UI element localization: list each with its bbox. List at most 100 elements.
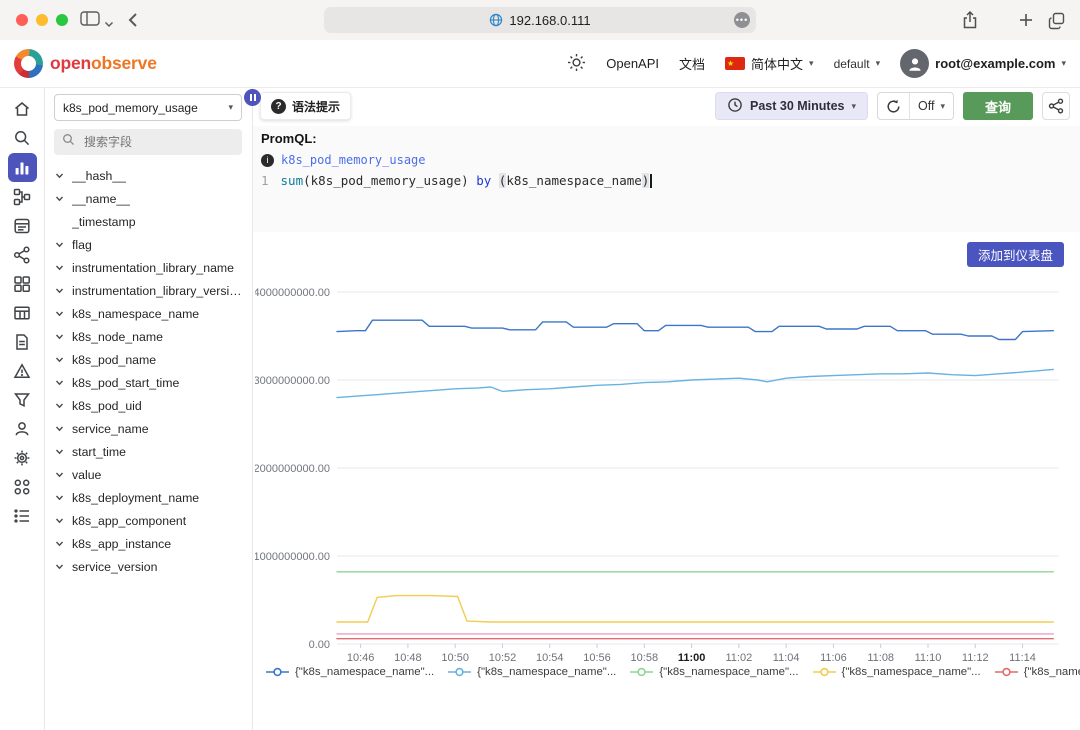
field-row[interactable]: k8s_pod_uid bbox=[45, 394, 252, 417]
collapse-fields-button[interactable] bbox=[244, 89, 261, 106]
metrics-chart[interactable]: 0.00 1000000000.00 2000000000.00 3000000000… bbox=[254, 284, 1075, 664]
logo-text: openobserve bbox=[50, 53, 157, 73]
field-label: flag bbox=[72, 237, 92, 252]
legend-item[interactable]: {"k8s_namespace_name"... bbox=[447, 666, 616, 678]
nav-iam-icon[interactable] bbox=[8, 415, 37, 443]
field-label: value bbox=[72, 467, 102, 482]
legend-label: {"k8s_namespace_name"... bbox=[841, 666, 981, 678]
nav-menu-icon[interactable] bbox=[8, 502, 37, 530]
svg-text:11:08: 11:08 bbox=[867, 652, 894, 664]
field-row[interactable]: start_time bbox=[45, 440, 252, 463]
nav-functions-icon[interactable] bbox=[8, 386, 37, 414]
nav-search-icon[interactable] bbox=[8, 124, 37, 152]
field-row[interactable]: __name__ bbox=[45, 187, 252, 210]
field-row[interactable]: __hash__ bbox=[45, 164, 252, 187]
legend-item[interactable]: {"k8s_namespace_name bbox=[994, 666, 1080, 678]
language-selector[interactable]: ★ 简体中文 ▾ bbox=[725, 57, 814, 72]
autocomplete-suggestion[interactable]: i k8s_pod_memory_usage bbox=[261, 153, 426, 167]
add-to-dashboard-button[interactable]: 添加到仪表盘 bbox=[966, 242, 1064, 267]
minimize-window-button[interactable] bbox=[36, 14, 48, 26]
field-label: instrumentation_library_version bbox=[72, 283, 242, 298]
legend-item[interactable]: {"k8s_namespace_name"... bbox=[265, 666, 434, 678]
page-options-icon[interactable]: ••• bbox=[734, 12, 750, 28]
openapi-link[interactable]: OpenAPI bbox=[606, 56, 660, 71]
field-search-input[interactable] bbox=[82, 134, 234, 150]
field-row[interactable]: k8s_pod_name bbox=[45, 348, 252, 371]
chevron-down-icon bbox=[55, 242, 64, 248]
field-row[interactable]: flag bbox=[45, 233, 252, 256]
chevron-down-icon bbox=[55, 288, 64, 294]
run-query-button[interactable]: 查询 bbox=[963, 92, 1033, 120]
chevron-down-icon bbox=[55, 357, 64, 363]
nav-table-icon[interactable] bbox=[8, 299, 37, 327]
chart-legend: {"k8s_namespace_name"... {"k8s_namespace_… bbox=[265, 666, 1080, 678]
chevron-down-icon: ▾ bbox=[851, 100, 857, 111]
field-row[interactable]: _timestamp bbox=[45, 210, 252, 233]
stream-select[interactable]: k8s_pod_memory_usage ▾ bbox=[54, 94, 242, 121]
refresh-button[interactable] bbox=[878, 93, 909, 119]
field-row[interactable]: service_version bbox=[45, 555, 252, 578]
nav-integrations-icon[interactable] bbox=[8, 473, 37, 501]
field-row[interactable]: k8s_pod_start_time bbox=[45, 371, 252, 394]
field-label: __hash__ bbox=[72, 168, 127, 183]
chevron-down-icon bbox=[55, 334, 64, 340]
zoom-window-button[interactable] bbox=[56, 14, 68, 26]
legend-item[interactable]: {"k8s_namespace_name"... bbox=[629, 666, 799, 678]
svg-text:10:50: 10:50 bbox=[441, 652, 469, 664]
question-icon: ? bbox=[271, 98, 286, 114]
field-label: service_name bbox=[72, 421, 149, 436]
legend-item[interactable]: {"k8s_namespace_name"... bbox=[812, 666, 981, 678]
nav-alerts-icon[interactable] bbox=[8, 357, 37, 385]
time-range-button[interactable]: Past 30 Minutes ▾ bbox=[715, 92, 869, 120]
chevron-down-icon bbox=[55, 265, 64, 271]
nav-metrics-icon[interactable] bbox=[7, 153, 37, 182]
nav-traces-icon[interactable] bbox=[8, 241, 37, 269]
user-menu[interactable]: root@example.com ▾ bbox=[900, 49, 1066, 78]
field-search[interactable] bbox=[54, 129, 242, 155]
theme-toggle-sun-icon[interactable] bbox=[567, 53, 586, 75]
field-row[interactable]: instrumentation_library_name bbox=[45, 256, 252, 279]
docs-link[interactable]: 文档 bbox=[679, 57, 706, 72]
search-icon bbox=[62, 133, 75, 151]
nav-pipelines-icon[interactable] bbox=[8, 183, 37, 211]
sidebar-toggle-icon[interactable] bbox=[80, 10, 100, 32]
refresh-interval-select[interactable]: Off ▾ bbox=[909, 93, 953, 119]
chevron-down-icon bbox=[55, 403, 64, 409]
svg-text:10:46: 10:46 bbox=[347, 652, 375, 664]
chevron-down-icon: ▾ bbox=[809, 58, 814, 68]
nav-reports-icon[interactable] bbox=[8, 328, 37, 356]
share-link-button[interactable] bbox=[1042, 92, 1070, 120]
legend-marker-icon bbox=[266, 667, 289, 677]
field-row[interactable]: k8s_namespace_name bbox=[45, 302, 252, 325]
field-row[interactable]: k8s_app_instance bbox=[45, 532, 252, 555]
legend-marker-icon bbox=[812, 667, 836, 677]
field-row[interactable]: service_name bbox=[45, 417, 252, 440]
tab-overview-icon[interactable] bbox=[1047, 11, 1066, 35]
field-row[interactable]: value bbox=[45, 463, 252, 486]
nav-home-icon[interactable] bbox=[8, 95, 37, 123]
sidebar-chevron-icon[interactable] bbox=[104, 15, 114, 33]
nav-streams-icon[interactable] bbox=[8, 212, 37, 240]
promql-code-line[interactable]: 1 sum(k8s_pod_memory_usage) by (k8s_names… bbox=[261, 173, 652, 188]
close-window-button[interactable] bbox=[16, 14, 28, 26]
nav-dashboards-icon[interactable] bbox=[8, 270, 37, 298]
window-controls[interactable] bbox=[16, 14, 68, 26]
openobserve-logo[interactable]: openobserve bbox=[14, 49, 157, 78]
address-bar[interactable]: 192.168.0.111 ••• bbox=[324, 7, 756, 33]
field-row[interactable]: k8s_app_component bbox=[45, 509, 252, 532]
field-row[interactable]: k8s_node_name bbox=[45, 325, 252, 348]
syntax-hint-button[interactable]: ? 语法提示 bbox=[260, 92, 352, 120]
field-row[interactable]: instrumentation_library_version bbox=[45, 279, 252, 302]
browser-share-icon[interactable] bbox=[961, 10, 979, 35]
field-row[interactable]: k8s_deployment_name bbox=[45, 486, 252, 509]
svg-text:11:00: 11:00 bbox=[678, 652, 706, 664]
new-tab-icon[interactable] bbox=[1019, 13, 1033, 32]
nav-settings-icon[interactable] bbox=[8, 444, 37, 472]
chevron-down-icon bbox=[55, 449, 64, 455]
promql-editor[interactable]: PromQL: i k8s_pod_memory_usage 1 sum(k8s_… bbox=[253, 126, 1080, 232]
back-button[interactable] bbox=[128, 12, 138, 33]
promql-label: PromQL: bbox=[261, 131, 317, 146]
organization-selector[interactable]: default ▾ bbox=[833, 56, 881, 71]
svg-text:10:54: 10:54 bbox=[536, 652, 564, 664]
